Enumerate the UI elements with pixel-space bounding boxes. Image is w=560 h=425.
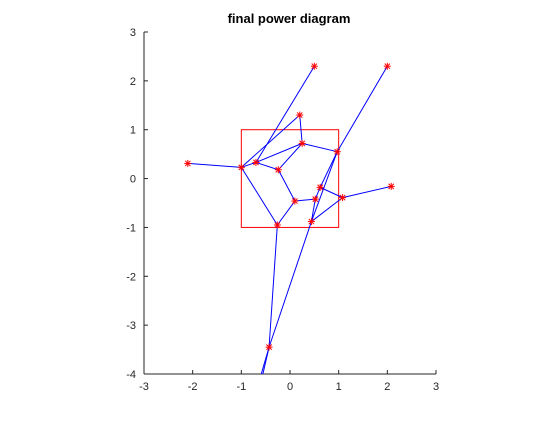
- x-tick-label: -1: [236, 381, 246, 393]
- diagram-edge: [310, 151, 338, 222]
- site-marker: [237, 163, 245, 171]
- site-marker: [339, 194, 347, 202]
- diagram-edge: [336, 65, 388, 152]
- site-marker: [296, 111, 304, 119]
- diagram-edge: [240, 167, 278, 226]
- site-marker: [310, 62, 318, 70]
- diagram-edge: [302, 142, 338, 153]
- y-tick-label: -3: [126, 320, 136, 332]
- y-tick-label: 2: [130, 76, 136, 88]
- site-marker: [333, 148, 341, 156]
- diagram-edge: [276, 200, 296, 226]
- diagram-edge: [187, 162, 242, 168]
- site-marker: [383, 62, 391, 70]
- site-marker: [291, 197, 299, 205]
- y-tick-label: 1: [130, 125, 136, 137]
- x-tick-label: 2: [384, 381, 390, 393]
- diagram-edge: [314, 187, 321, 200]
- diagram-edge: [268, 224, 278, 348]
- diagram-edge: [319, 151, 338, 188]
- diagram-edge: [255, 142, 303, 163]
- diagram-edge: [277, 143, 303, 171]
- diagram-edge: [299, 115, 303, 144]
- diagram-edge: [311, 197, 343, 222]
- site-marker: [387, 182, 395, 190]
- y-tick-label: -1: [126, 222, 136, 234]
- y-tick-label: 0: [130, 174, 136, 186]
- diagram-edge: [268, 221, 312, 348]
- site-marker: [265, 343, 273, 351]
- x-tick-label: -3: [139, 381, 149, 393]
- site-marker: [273, 221, 281, 229]
- diagram-edge: [277, 169, 296, 202]
- y-tick-label: 3: [130, 27, 136, 39]
- x-tick-label: 3: [433, 381, 439, 393]
- site-marker: [184, 159, 192, 167]
- x-tick-label: 0: [287, 381, 293, 393]
- site-marker: [274, 166, 282, 174]
- y-tick-label: -2: [126, 271, 136, 283]
- diagram-edge: [240, 114, 301, 168]
- x-tick-label: 1: [336, 381, 342, 393]
- site-marker: [311, 195, 319, 203]
- diagram-edge: [260, 346, 270, 374]
- diagram-edge: [310, 199, 316, 222]
- bounding-box: [240, 129, 340, 228]
- diagram-edge: [241, 161, 257, 168]
- site-marker: [307, 218, 315, 226]
- diagram-edge: [319, 186, 343, 199]
- chart-title: final power diagram: [228, 11, 351, 26]
- diagram-edge: [342, 185, 392, 199]
- site-marker: [298, 139, 306, 147]
- plot-contents: [184, 62, 395, 374]
- x-tick-label: -2: [188, 381, 198, 393]
- y-tick-label: -4: [126, 369, 136, 381]
- site-marker: [316, 183, 324, 191]
- site-marker: [252, 158, 260, 166]
- diagram-edge: [255, 65, 315, 163]
- diagram-edge: [255, 161, 279, 171]
